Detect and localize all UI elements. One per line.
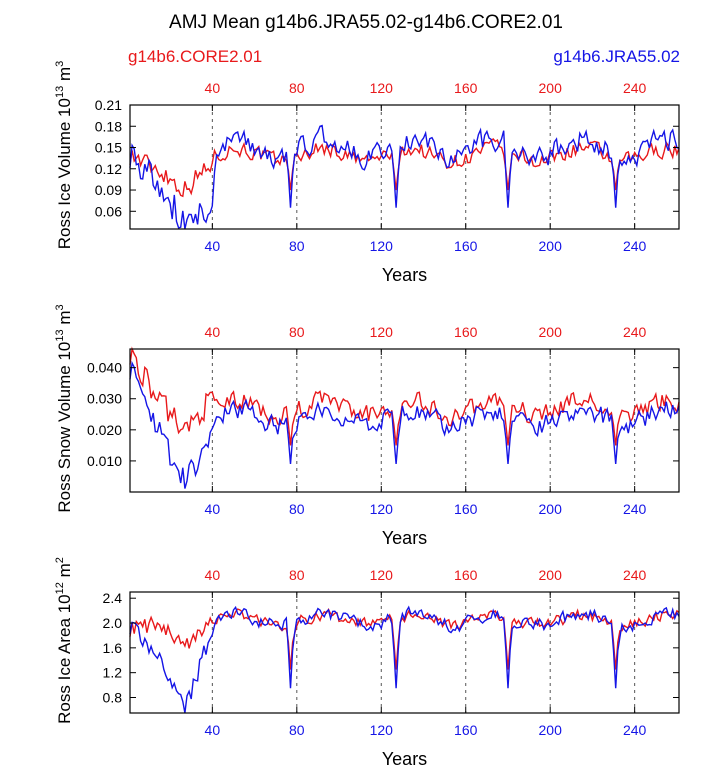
y-tick-label: 0.09 [95, 182, 122, 198]
y-tick-label: 0.030 [87, 391, 122, 407]
y-tick-label: 1.2 [103, 665, 123, 681]
x-tick-label: 120 [370, 501, 394, 517]
x-tick-label-top: 240 [623, 80, 647, 96]
x-tick-label-top: 160 [454, 567, 478, 583]
x-tick-label: 200 [539, 722, 563, 738]
y-tick-label: 1.6 [103, 640, 123, 656]
series-line-core [129, 346, 680, 446]
series-line-core [129, 138, 680, 198]
x-tick-label: 200 [539, 501, 563, 517]
y-axis-label: Ross Snow Volume 1013 m3 [54, 304, 74, 512]
x-tick-label-top: 200 [539, 567, 563, 583]
legend-jra-label: g14b6.JRA55.02 [553, 47, 680, 66]
panels: 40 40 80 80 120 120 160 160 200 200 240 240 0.06 0.09… [54, 61, 680, 769]
x-tick-label-top: 160 [454, 80, 478, 96]
y-tick-label: 0.020 [87, 422, 122, 438]
x-tick-label: 240 [623, 238, 647, 254]
y-tick-label: 2.4 [103, 590, 123, 606]
x-tick-label-top: 80 [289, 80, 305, 96]
y-tick-label: 0.8 [103, 689, 123, 705]
x-tick-label-top: 40 [205, 567, 221, 583]
x-tick-label: 200 [539, 238, 563, 254]
x-tick-label: 160 [454, 722, 478, 738]
series-line-jra [129, 605, 680, 714]
x-axis-label: Years [382, 265, 427, 285]
plot-frame [129, 591, 680, 714]
y-tick-label: 0.06 [95, 203, 122, 219]
x-tick-label-top: 200 [539, 80, 563, 96]
x-tick-label: 160 [454, 501, 478, 517]
x-tick-label-top: 40 [205, 324, 221, 340]
x-tick-label: 40 [205, 501, 221, 517]
y-tick-label: 0.15 [95, 140, 122, 156]
x-tick-label: 40 [205, 238, 221, 254]
y-tick-label: 0.12 [95, 161, 122, 177]
x-tick-label: 40 [205, 722, 221, 738]
x-tick-label: 240 [623, 722, 647, 738]
x-tick-label-top: 240 [623, 324, 647, 340]
x-tick-label-top: 120 [370, 80, 394, 96]
x-tick-label-top: 240 [623, 567, 647, 583]
y-tick-label: 0.010 [87, 453, 122, 469]
y-axis-label: Ross Ice Volume 1013 m3 [54, 61, 74, 249]
plot-frame [129, 104, 680, 230]
x-tick-label: 80 [289, 722, 305, 738]
y-tick-label: 0.18 [95, 118, 122, 134]
x-tick-label-top: 200 [539, 324, 563, 340]
x-tick-label-top: 160 [454, 324, 478, 340]
chart-title: AMJ Mean g14b6.JRA55.02-g14b6.CORE2.01 [169, 12, 563, 33]
x-tick-label-top: 80 [289, 324, 305, 340]
y-tick-label: 0.21 [95, 97, 122, 113]
x-tick-label: 80 [289, 501, 305, 517]
x-tick-label: 160 [454, 238, 478, 254]
x-tick-label-top: 40 [205, 80, 221, 96]
series-line-jra [129, 360, 680, 489]
y-tick-label: 2.0 [103, 615, 123, 631]
x-tick-label-top: 120 [370, 324, 394, 340]
x-tick-label-top: 80 [289, 567, 305, 583]
x-axis-label: Years [382, 528, 427, 548]
y-tick-label: 0.040 [87, 360, 122, 376]
series-line-jra [129, 124, 680, 230]
x-tick-label-top: 120 [370, 567, 394, 583]
x-tick-label: 120 [370, 238, 394, 254]
x-tick-label: 80 [289, 238, 305, 254]
x-tick-label: 240 [623, 501, 647, 517]
y-axis-label: Ross Ice Area 1012 m2 [54, 557, 74, 724]
x-tick-label: 120 [370, 722, 394, 738]
plot-frame [129, 348, 680, 493]
legend-core-label: g14b6.CORE2.01 [128, 47, 262, 66]
x-axis-label: Years [382, 749, 427, 769]
